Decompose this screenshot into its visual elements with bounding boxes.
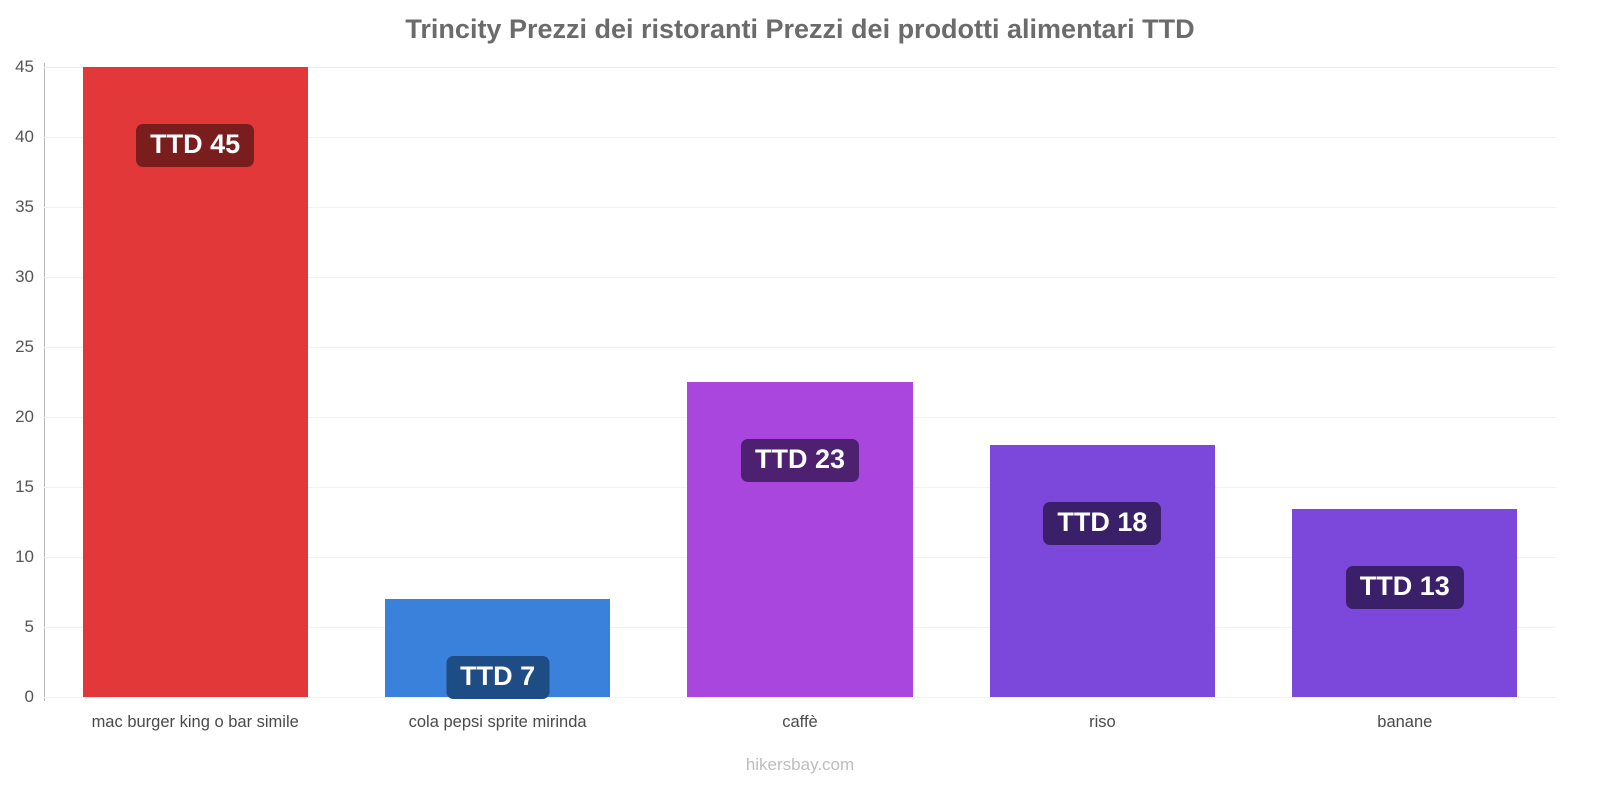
y-axis-tick-label: 25: [15, 337, 34, 356]
y-axis-tick-label: 15: [15, 477, 34, 496]
y-axis-tick-label: 40: [15, 127, 34, 146]
plot-area: [44, 67, 1556, 698]
x-axis-category-label: riso: [1089, 713, 1116, 731]
y-axis-line: [44, 63, 45, 701]
y-axis-tick-label: 10: [15, 547, 34, 566]
gridline: [44, 137, 1556, 138]
bar-value-label: TTD 13: [1345, 566, 1464, 610]
gridline: [44, 697, 1556, 698]
footer-source-label: hikersbay.com: [745, 755, 855, 774]
gridline: [44, 347, 1556, 348]
gridline: [44, 277, 1556, 278]
y-axis-tick-label: 5: [24, 617, 34, 636]
chart-title: Trincity Prezzi dei ristoranti Prezzi de…: [405, 14, 1195, 44]
x-axis-category-label: cola pepsi sprite mirinda: [408, 713, 587, 731]
bar-value-label: TTD 45: [136, 124, 255, 167]
y-axis-tick-label: 0: [24, 687, 34, 706]
y-axis-tick-label: 45: [15, 57, 34, 76]
y-axis-tick-label: 30: [15, 267, 34, 286]
gridline: [44, 207, 1556, 208]
y-axis-tick-label: 20: [15, 407, 34, 426]
bar-value-label: TTD 18: [1043, 502, 1162, 545]
gridline: [44, 67, 1556, 68]
bar[interactable]: [989, 445, 1216, 697]
x-axis-category-label: caffè: [782, 713, 818, 731]
bar-value-label: TTD 23: [740, 439, 860, 482]
x-axis-category-label: mac burger king o bar simile: [91, 713, 299, 731]
bar-value-label: TTD 7: [446, 656, 550, 699]
bar[interactable]: [687, 382, 913, 697]
bar[interactable]: [82, 67, 308, 697]
x-axis-category-label: banane: [1377, 713, 1433, 731]
y-axis-tick-label: 35: [15, 197, 34, 216]
